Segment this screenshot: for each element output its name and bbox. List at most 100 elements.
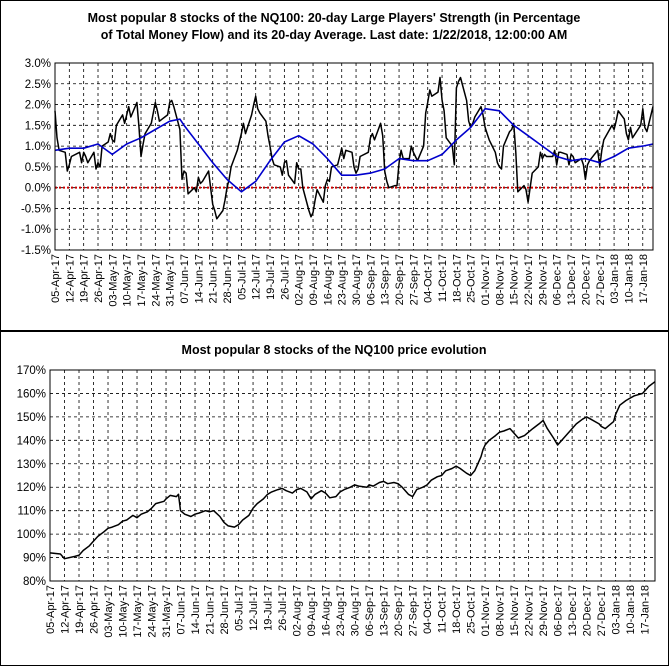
x-tick-label: 04-Oct-17: [423, 254, 435, 303]
chart1-title-line1: Most popular 8 stocks of the NQ100: 20-d…: [88, 11, 581, 25]
x-tick-label: 16-Aug-17: [322, 254, 334, 305]
x-tick-label: 02-Aug-17: [292, 585, 304, 636]
x-tick-label: 22-Nov-17: [523, 254, 535, 305]
x-tick-label: 03-May-17: [107, 254, 119, 307]
y-tick-label: 0.0%: [25, 183, 51, 195]
y-tick-label: 1.5%: [25, 120, 51, 132]
y-tick-label: 2.5%: [25, 79, 51, 91]
x-tick-label: 05-Apr-17: [50, 254, 62, 303]
x-tick-label: 15-Nov-17: [509, 585, 521, 636]
y-tick-label: -0.5%: [21, 203, 51, 215]
x-tick-label: 03-Jan-18: [611, 585, 623, 635]
chart2-x-tick-labels: 05-Apr-17 12-Apr-17 19-Apr-17 26-Apr-17 03-M…: [45, 585, 652, 638]
x-tick-label: 28-Jun-17: [219, 585, 231, 635]
x-tick-label: 27-Sep-17: [408, 254, 420, 305]
x-tick-label: 12-Apr-17: [64, 254, 76, 303]
x-tick-label: 08-Nov-17: [495, 585, 507, 636]
chart2-y-tick-labels: 170% 160% 150% 140% 130% 120% 110% 100% 90% 80%: [17, 365, 46, 588]
x-tick-label: 09-Aug-17: [306, 585, 318, 636]
x-tick-label: 27-Dec-17: [595, 254, 607, 305]
x-tick-label: 17-Jan-18: [640, 585, 652, 635]
x-tick-label: 27-Sep-17: [408, 585, 420, 636]
x-tick-label: 06-Sep-17: [365, 254, 377, 305]
x-tick-label: 20-Sep-17: [393, 585, 405, 636]
x-tick-label: 15-Nov-17: [509, 254, 521, 305]
x-tick-label: 14-Jun-17: [190, 585, 202, 635]
x-tick-label: 20-Dec-17: [582, 585, 594, 636]
x-tick-label: 07-Jun-17: [179, 254, 191, 304]
y-tick-label: -1.0%: [21, 224, 51, 236]
price-chart: Most popular 8 stocks of the NQ100 price…: [17, 343, 656, 638]
x-tick-label: 25-Oct-17: [466, 254, 478, 303]
x-tick-label: 13-Dec-17: [566, 254, 578, 305]
x-tick-label: 24-May-17: [150, 254, 162, 307]
x-tick-label: 07-Jun-17: [176, 585, 188, 635]
x-tick-label: 14-Jun-17: [193, 254, 205, 304]
chart2-title: Most popular 8 stocks of the NQ100 price…: [182, 343, 487, 357]
y-tick-label: 80%: [23, 576, 46, 588]
x-tick-label: 13-Sep-17: [380, 254, 392, 305]
x-tick-label: 26-Jul-17: [279, 254, 291, 300]
x-tick-label: 20-Dec-17: [580, 254, 592, 305]
chart1-series: [54, 76, 654, 220]
y-tick-label: 3.0%: [25, 58, 51, 70]
x-tick-label: 12-Apr-17: [60, 585, 72, 634]
x-tick-label: 23-Aug-17: [335, 585, 347, 636]
x-tick-label: 06-Dec-17: [553, 585, 565, 636]
x-tick-label: 10-Jan-18: [625, 585, 637, 635]
x-tick-label: 04-Oct-17: [422, 585, 434, 634]
x-tick-label: 03-Jan-18: [609, 254, 621, 304]
y-tick-label: 0.5%: [25, 162, 51, 174]
x-tick-label: 02-Aug-17: [294, 254, 306, 305]
x-tick-label: 22-Nov-17: [524, 585, 536, 636]
x-tick-label: 03-May-17: [103, 585, 115, 638]
x-tick-label: 09-Aug-17: [308, 254, 320, 305]
y-tick-label: 100%: [17, 529, 46, 541]
y-tick-label: 170%: [17, 365, 46, 377]
x-tick-label: 19-Apr-17: [79, 254, 91, 303]
y-tick-label: 2.0%: [25, 100, 51, 112]
x-tick-label: 06-Sep-17: [364, 585, 376, 636]
x-tick-label: 25-Oct-17: [466, 585, 478, 634]
y-tick-label: 150%: [17, 412, 46, 424]
x-tick-label: 30-Aug-17: [351, 254, 363, 305]
x-tick-label: 10-Jan-18: [623, 254, 635, 304]
chart1-plot-border: [54, 62, 654, 251]
x-tick-label: 19-Apr-17: [74, 585, 86, 634]
x-tick-label: 01-Nov-17: [480, 254, 492, 305]
x-tick-label: 08-Nov-17: [494, 254, 506, 305]
y-tick-label: 140%: [17, 435, 46, 447]
chart2-plot-border: [49, 369, 656, 582]
x-tick-label: 11-Oct-17: [437, 585, 449, 633]
y-tick-label: 1.0%: [25, 141, 51, 153]
x-tick-label: 06-Dec-17: [552, 254, 564, 305]
y-tick-label: 110%: [17, 506, 46, 518]
x-tick-label: 29-Nov-17: [537, 254, 549, 305]
x-tick-label: 29-Nov-17: [538, 585, 550, 636]
x-tick-label: 17-May-17: [136, 254, 148, 307]
chart1-x-tick-labels: 05-Apr-17 12-Apr-17 19-Apr-17 26-Apr-17 03-M…: [50, 254, 650, 307]
x-tick-label: 21-Jun-17: [205, 585, 217, 635]
x-tick-label: 26-Apr-17: [89, 585, 101, 634]
x-tick-label: 16-Aug-17: [321, 585, 333, 636]
x-tick-label: 17-Jan-18: [638, 254, 650, 304]
chart2-series: [49, 381, 656, 560]
x-tick-label: 20-Sep-17: [394, 254, 406, 305]
x-tick-label: 01-Nov-17: [480, 585, 492, 636]
x-tick-label: 31-May-17: [165, 254, 177, 307]
x-tick-label: 10-May-17: [122, 254, 134, 307]
strength-chart: Most popular 8 stocks of the NQ100: 20-d…: [21, 11, 654, 307]
bottom-panel-border: [0, 331, 669, 666]
x-tick-label: 21-Jun-17: [208, 254, 220, 304]
x-tick-label: 11-Oct-17: [437, 254, 449, 302]
x-tick-label: 12-Jul-17: [251, 254, 263, 300]
x-tick-label: 19-Jul-17: [263, 585, 275, 631]
x-tick-label: 18-Oct-17: [451, 254, 463, 303]
x-tick-label: 13-Sep-17: [379, 585, 391, 636]
y-tick-label: 90%: [23, 553, 46, 565]
x-tick-label: 28-Jun-17: [222, 254, 234, 304]
x-tick-label: 27-Dec-17: [596, 585, 608, 636]
x-tick-label: 26-Apr-17: [93, 254, 105, 303]
y-tick-label: 120%: [17, 482, 46, 494]
